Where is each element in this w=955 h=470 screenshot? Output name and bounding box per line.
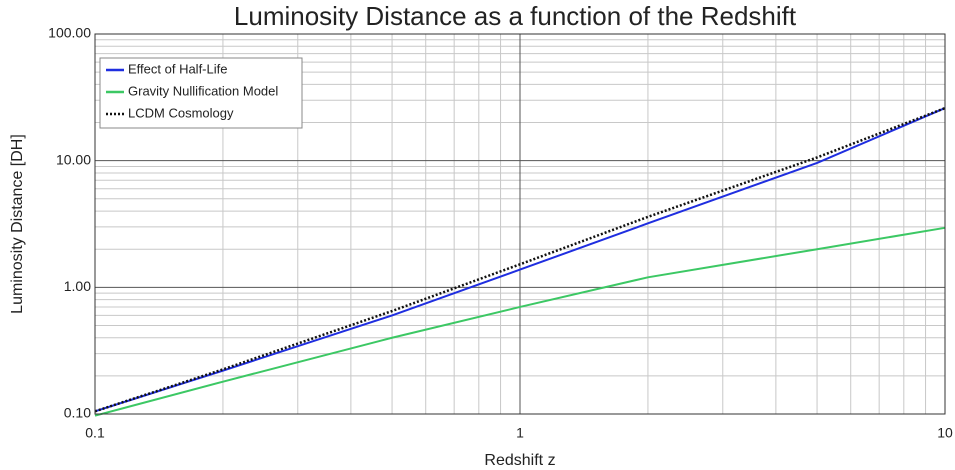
legend-box bbox=[99, 57, 303, 129]
legend: Effect of Half-Life Gravity Nullification… bbox=[99, 57, 303, 129]
x-tick-label: 1 bbox=[516, 425, 524, 441]
plot-lines bbox=[94, 106, 946, 417]
series-line bbox=[94, 107, 946, 413]
plot-frame bbox=[94, 33, 946, 415]
y-tick-label: 100.00 bbox=[48, 25, 91, 41]
y-tick-label: 0.10 bbox=[64, 405, 91, 421]
chart-title: Luminosity Distance as a function of the… bbox=[234, 1, 797, 31]
series-line bbox=[94, 226, 946, 417]
y-tick-label: 10.00 bbox=[56, 151, 91, 167]
legend-label: LCDM Cosmology bbox=[128, 105, 234, 120]
y-axis-label: Luminosity Distance [DH] bbox=[9, 134, 26, 314]
x-tick-label: 0.1 bbox=[85, 425, 105, 441]
legend-label: Gravity Nullification Model bbox=[128, 83, 278, 98]
x-axis-label: Redshift z bbox=[484, 452, 555, 469]
series-line bbox=[94, 106, 946, 413]
x-tick-label: 10 bbox=[937, 425, 953, 441]
y-tick-label: 1.00 bbox=[64, 278, 91, 294]
legend-label: Effect of Half-Life bbox=[128, 61, 227, 76]
